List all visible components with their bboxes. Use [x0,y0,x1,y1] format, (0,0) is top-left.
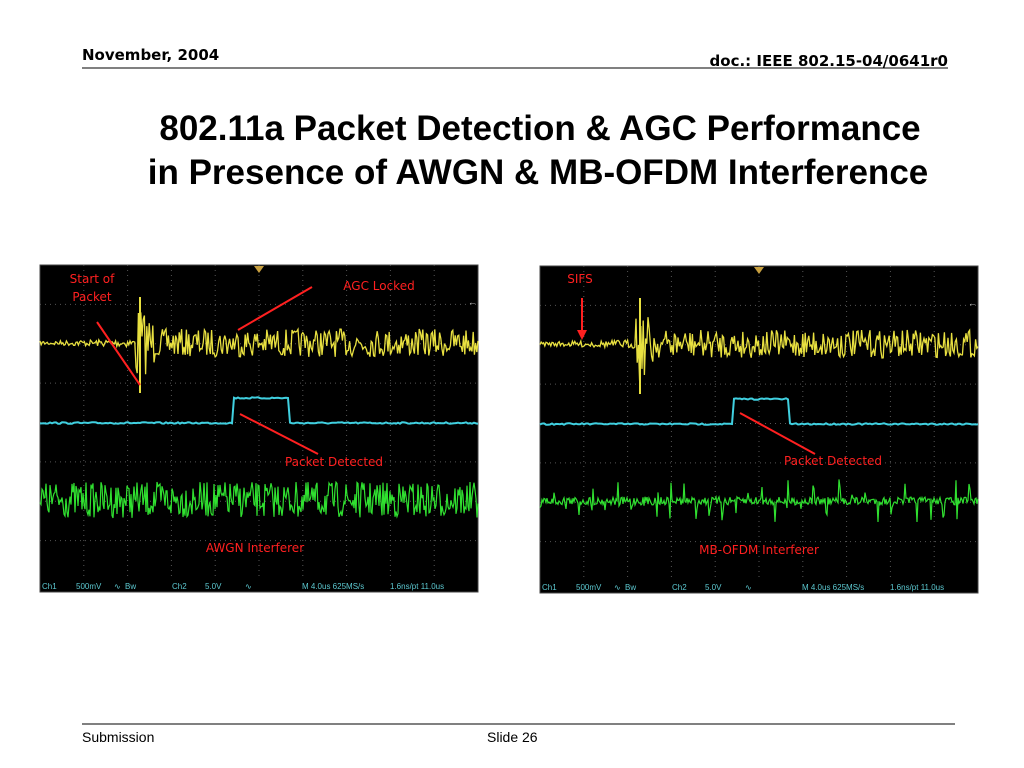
scope-panel: ← Ch1 500mV Bw Ch2 5.0V M 4.0us 625MS/s 1.6ns/p… [39,264,479,593]
status-text: 500mV [576,583,602,592]
level-marker: ← [468,297,477,307]
status-text: 1.6ns/pt 11.0us [390,582,444,591]
annotation: AWGN Interferer [206,541,304,555]
status-text: 5.0V [205,582,222,591]
status-text: Bw [625,583,636,592]
ch1-trace [39,312,479,375]
coupling-icon: ∿ [114,582,121,591]
ch2-trace [39,396,479,425]
header-doc: doc.: IEEE 802.15-04/0641r0 [710,52,948,70]
annotation: SIFS [567,272,592,286]
annotation: Packet [72,290,112,304]
status-text: Ch2 [172,582,187,591]
status-text: Ch1 [42,582,57,591]
header-date: November, 2004 [82,46,219,64]
level-marker: ← [968,298,977,308]
scope-panel: ← Ch1 500mV Bw Ch2 5.0V M 4.0us 625MS/s 1.6ns/p… [539,265,979,594]
arrow [739,412,816,455]
title-line: 802.11a Packet Detection & AGC Performan… [159,109,920,148]
scope-screen [539,265,979,594]
status-text: 500mV [76,582,102,591]
scope-screen [39,264,479,593]
ch2-trace [539,397,979,426]
annotation: Packet Detected [285,455,383,469]
arrow [237,286,313,331]
arrow [239,413,319,455]
status-text: Ch2 [672,583,687,592]
annotations: Start of Packet AGC Locked Packet Detect… [70,272,882,557]
coupling-icon: ∿ [245,582,252,591]
footer-center: Slide 26 [487,729,538,745]
annotation: Packet Detected [784,454,882,468]
annotation: Start of [70,272,115,286]
title-line: in Presence of AWGN & MB-OFDM Interferen… [148,153,929,192]
status-text: M 4.0us 625MS/s [802,583,864,592]
status-text: Ch1 [542,583,557,592]
status-text: Bw [125,582,136,591]
trigger-marker [254,266,264,273]
coupling-icon: ∿ [745,583,752,592]
trigger-marker [754,267,764,274]
arrow-head [577,330,587,340]
footer-left: Submission [82,729,154,745]
annotation: MB-OFDM Interferer [699,543,819,557]
interferer-trace [539,479,979,523]
ch1-trace [539,317,979,381]
arrow [96,321,141,386]
annotation: AGC Locked [343,279,414,293]
status-text: M 4.0us 625MS/s [302,582,364,591]
status-text: 1.6ns/pt 11.0us [890,583,944,592]
coupling-icon: ∿ [614,583,621,592]
interferer-trace [39,480,479,519]
status-text: 5.0V [705,583,722,592]
